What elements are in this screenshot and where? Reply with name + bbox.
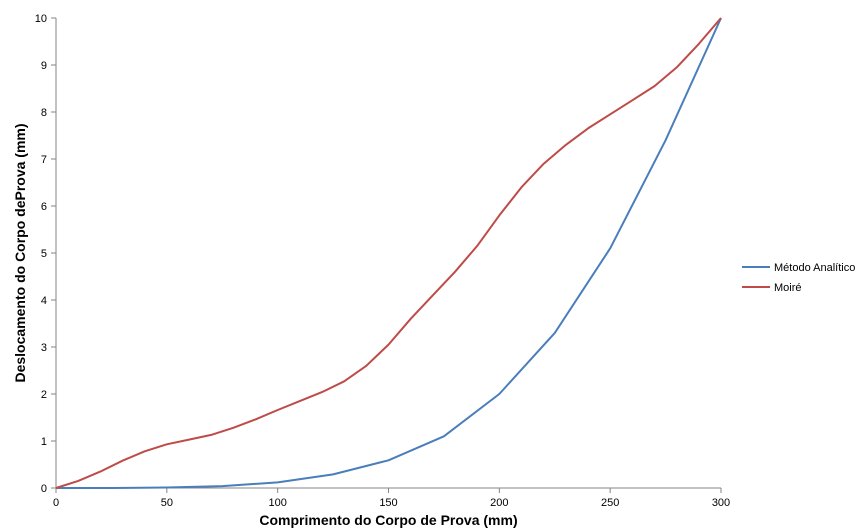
x-tick-label: 150 (379, 497, 397, 509)
chart-axes (55, 18, 721, 489)
y-tick-label: 2 (41, 389, 47, 401)
y-tick-label: 5 (41, 248, 47, 260)
legend-label: Moiré (774, 282, 802, 294)
y-tick-label: 1 (41, 436, 47, 448)
y-tick-label: 8 (41, 107, 47, 119)
chart-series (55, 17, 722, 489)
x-tick-label: 50 (161, 497, 173, 509)
y-tick-label: 7 (41, 154, 47, 166)
x-axis-title: Comprimento do Corpo de Prova (mm) (259, 512, 517, 528)
x-tick-label: 100 (268, 497, 286, 509)
y-tick-label: 6 (41, 201, 47, 213)
y-tick-label: 4 (41, 295, 47, 307)
series-moire-line (55, 17, 722, 489)
series-metodo-analitico-line (56, 17, 722, 489)
y-tick-label: 9 (41, 60, 47, 72)
x-tick-label: 0 (53, 497, 59, 509)
y-tick-label: 3 (41, 342, 47, 354)
y-tick-label: 0 (41, 483, 47, 495)
legend-label: Método Analítico (774, 262, 855, 274)
chart-legend: Método Analítico Moiré (742, 262, 855, 294)
x-tick-label: 250 (601, 497, 619, 509)
x-tick-label: 200 (490, 497, 508, 509)
chart-ticks: 0 50 100 150 200 250 300 0 1 2 3 4 5 6 7 8 9 10 (35, 13, 730, 509)
y-tick-label: 10 (35, 13, 47, 25)
y-axis-title: Deslocamento do Corpo deProva (mm) (12, 123, 28, 382)
x-tick-label: 300 (712, 497, 730, 509)
